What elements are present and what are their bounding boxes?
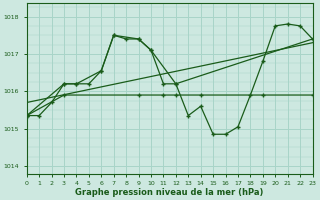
X-axis label: Graphe pression niveau de la mer (hPa): Graphe pression niveau de la mer (hPa) xyxy=(76,188,264,197)
